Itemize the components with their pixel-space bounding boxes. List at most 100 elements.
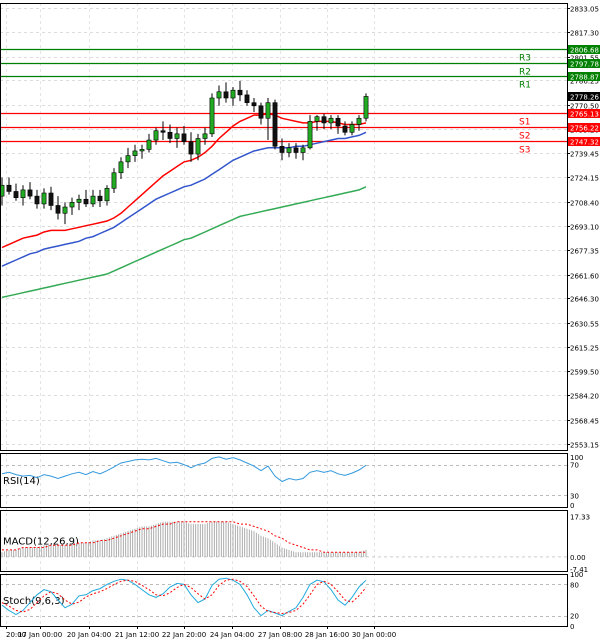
- time-tick-label: 20:00: [6, 631, 26, 639]
- candle: [48, 186, 54, 211]
- indicator-name: MACD(12,26,9): [3, 537, 79, 548]
- candle-body: [300, 147, 306, 153]
- candle: [307, 115, 313, 150]
- time-tick-label: 21 Jan 12:00: [115, 631, 159, 639]
- candle: [363, 93, 369, 122]
- candle: [251, 98, 257, 113]
- candle-body: [258, 105, 264, 119]
- candle-body: [202, 133, 208, 139]
- indicator-tick-label: 0: [570, 502, 574, 510]
- candle: [335, 115, 341, 134]
- candle: [349, 121, 355, 136]
- candle-body: [111, 172, 117, 189]
- candle-body: [349, 124, 355, 133]
- pivot-levels: R3 R2 R1 S1 S2 S3: [0, 48, 567, 156]
- price-tick-label: 2630.55: [570, 321, 599, 329]
- candle-body: [69, 202, 75, 208]
- indicator-panel-1: MACD(12,26,9) 17.33 0.00 -7.41: [0, 513, 590, 574]
- price-tick-label: 2786.25: [570, 78, 599, 86]
- candle-body: [139, 149, 145, 152]
- level-label-r2: R2: [519, 68, 531, 78]
- candle: [118, 157, 124, 179]
- candle-body: [20, 189, 26, 198]
- candle-body: [62, 206, 68, 214]
- candle: [160, 121, 166, 141]
- indicator-tick-label: 30: [570, 492, 579, 500]
- candle-body: [167, 131, 173, 139]
- candle-body: [27, 189, 33, 197]
- candle-body: [223, 91, 229, 99]
- candle: [202, 127, 208, 145]
- candle-body: [286, 147, 292, 153]
- indicator-tick-label: 100: [570, 571, 583, 579]
- level-label-s2: S2: [519, 132, 530, 142]
- candle-body: [279, 145, 285, 153]
- candle: [6, 177, 12, 195]
- indicator-tick-label: 100: [570, 454, 583, 462]
- candle: [62, 202, 68, 225]
- candle-body: [335, 117, 341, 127]
- candle: [13, 183, 19, 201]
- candle-body: [174, 133, 180, 139]
- time-tick-label: 27 Jan 08:00: [258, 631, 302, 639]
- candle: [104, 185, 110, 206]
- candle-body: [34, 195, 40, 205]
- candle-body: [146, 139, 152, 150]
- candle: [195, 133, 201, 161]
- indicator-tick-label: -7.41: [570, 566, 588, 574]
- candle-body: [237, 89, 243, 96]
- candle-body: [118, 161, 124, 174]
- candle: [153, 127, 159, 145]
- candle: [55, 196, 61, 220]
- price-tick-label: 2599.50: [570, 369, 599, 377]
- candle-body: [132, 150, 138, 156]
- candle: [167, 124, 173, 144]
- level-label-s1: S1: [519, 118, 530, 128]
- current-price-tag: 2778.26: [570, 94, 599, 102]
- level-price-tag-bg: [568, 123, 600, 132]
- candle-body: [230, 89, 236, 99]
- grid-layer: [0, 3, 567, 626]
- candle: [356, 115, 362, 131]
- candle-body: [251, 102, 257, 107]
- candle: [90, 189, 96, 208]
- price-tick-label: 2833.05: [570, 6, 599, 14]
- candle: [279, 138, 285, 161]
- candle-body: [272, 102, 278, 147]
- price-tick-label: 2693.10: [570, 224, 599, 232]
- candle: [314, 115, 320, 131]
- price-tick-label: 2801.55: [570, 55, 599, 63]
- candle: [272, 99, 278, 150]
- indicator-name: Stoch(9,6,3): [3, 596, 65, 607]
- candle-body: [13, 191, 19, 198]
- price-tick-label: 2724.15: [570, 175, 599, 183]
- candle: [181, 126, 187, 145]
- price-tick-label: 2708.40: [570, 200, 599, 208]
- price-tick-label: 2817.30: [570, 30, 599, 38]
- price-tick-label: 2677.35: [570, 248, 599, 256]
- axes: 2833.052817.302801.552786.252770.502755.…: [0, 3, 600, 639]
- candle-body: [209, 97, 215, 135]
- level-price-tag-bg: [568, 45, 600, 54]
- candle-body: [195, 138, 201, 155]
- candle: [328, 115, 334, 130]
- candle: [34, 189, 40, 209]
- candle: [97, 189, 103, 208]
- candle-body: [244, 94, 250, 103]
- candle-body: [307, 121, 313, 149]
- indicator-tick-label: 17.33: [570, 513, 590, 521]
- candle-body: [314, 116, 320, 122]
- candles: [0, 80, 369, 225]
- indicator-panel-frame-2: [0, 574, 568, 627]
- candle-body: [153, 130, 159, 141]
- time-tick-label: 28 Jan 16:00: [305, 631, 349, 639]
- level-price-tag: 2747.32: [570, 139, 599, 147]
- candle: [223, 82, 229, 103]
- price-tick-label: 2770.50: [570, 103, 599, 111]
- candle: [0, 177, 5, 206]
- candle: [258, 102, 264, 125]
- indicator-name: RSI(14): [3, 476, 40, 487]
- candle: [174, 127, 180, 148]
- candle-body: [265, 102, 271, 119]
- indicator-tick-label: 0: [570, 623, 574, 631]
